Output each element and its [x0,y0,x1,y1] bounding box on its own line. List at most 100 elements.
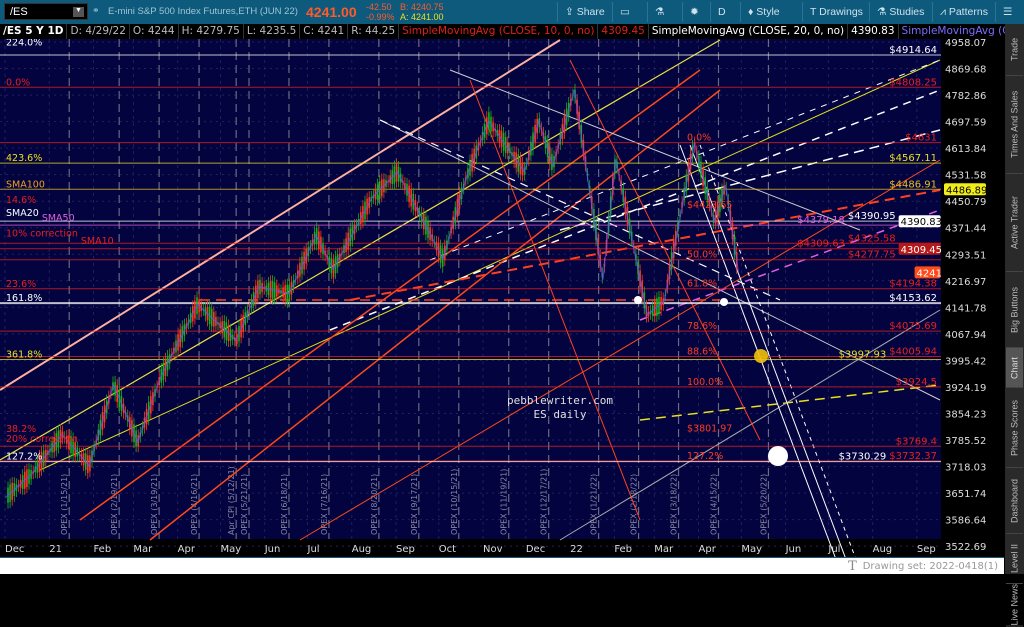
drawing-set[interactable]: Drawing set: 2022-0418(1) [862,560,998,572]
level-left-label-group: 361.8% [6,349,42,360]
bar-low: L: 4235.5 [244,24,301,39]
y-tick-label: 4613.84 [945,144,986,155]
menu-button[interactable]: ☰ [1003,6,1012,18]
watermark-annotation: pebblewriter.com [507,394,613,407]
gear-button[interactable]: ✹ [690,6,699,18]
study-name[interactable]: SimpleMovingAvg (CLOSE, 50, 0, no) [899,24,1005,39]
study-value: 4390.83 [848,24,899,39]
sidebar-tab-big-buttons[interactable]: Big Buttons [1006,272,1023,348]
level-label-group: $3769.4 [896,436,937,447]
pattern-icon: ⩘ [940,6,949,18]
toolbar-divider [557,2,558,22]
x-tick-label: May [220,544,241,555]
level-left-label: 23.6% [6,279,36,290]
fib-label: 100.0% [687,377,723,388]
x-tick-label: Mar [133,544,153,555]
toolbar-divider [682,2,683,22]
level-left-label-group: 161.8% [6,293,42,304]
study-name[interactable]: SimpleMovingAvg (CLOSE, 20, 0, no) [649,24,849,39]
sidebar-tab-trade[interactable]: Trade [1006,24,1023,76]
y-tick-label: 4371.44 [945,224,986,235]
y-tick-label: 4067.94 [945,330,986,341]
level-label-group: $4631 [905,133,937,144]
x-tick-label: Apr [178,544,196,555]
fib-label-group: 78.6% [687,321,717,332]
studies: SimpleMovingAvg (CLOSE, 10, 0, no) 4309.4… [399,24,1005,39]
y-tick-label: 4869.68 [945,65,986,76]
sidebar-tab-dashboard[interactable]: Dashboard [1006,468,1023,534]
x-tick-label: Apr [699,544,717,555]
flask-icon: ⚗ [655,6,665,18]
toolbar-divider [932,2,933,22]
sidebar-tab-times-and-sales[interactable]: Times And Sales [1006,76,1023,174]
level-label-group: $4486.91 [889,179,937,190]
sidebar-tab-active-trader[interactable]: Active Trader [1006,174,1023,272]
price-badge-label: 4486.89 [946,185,987,196]
x-tick-label: Dec [526,544,545,555]
trendline-drawing [299,159,941,541]
level-left-label: 10% correction [6,228,78,239]
level-left-label-group: 10% correction [6,228,78,239]
y-tick-label: 4958.07 [945,39,986,49]
d-button[interactable]: D [718,6,726,18]
fib-label: 127.2% [687,451,723,462]
trendline-drawing [429,59,941,261]
y-tick-label: 3924.19 [945,383,986,394]
opex-label: OPEX (4/15/22) [710,474,719,535]
opex-label: OPEX (12/17/21) [540,469,549,535]
fib-label-group: 61.8% [687,279,717,290]
x-tick-label: Sep [917,544,936,555]
study-name[interactable]: SimpleMovingAvg (CLOSE, 10, 0, no) [399,24,599,39]
link-icon[interactable]: ⚭ [92,5,100,15]
trendline-drawing [379,119,781,301]
fib-label: 61.8% [687,279,717,290]
level-label: $4194.38 [889,279,937,290]
studies-button[interactable]: ⚗ Studies [877,6,924,18]
price-badge-background [914,266,941,279]
trendline-drawing [329,89,941,331]
sidebar-tab-live-news[interactable]: Live News [1006,584,1023,627]
level-left-label: SMA50 [42,213,75,224]
fib-label-group: 88.6% [687,347,717,358]
level-label-group: $3997.93 [839,349,887,360]
sidebar-tab-level-ii[interactable]: Level II [1006,534,1023,584]
chevron-down-icon[interactable]: ▼ [73,7,84,17]
opex-label: OPEX (10/15/21) [450,469,459,535]
style-button[interactable]: ♦ Style [748,6,780,18]
last-price: 4241.00 [306,4,357,20]
bid-ask: B: 4240.75 A: 4241.00 [400,2,444,22]
text-T-icon[interactable]: T [848,558,857,574]
price-chart[interactable]: 4958.07 4869.68 4782.86 4697.59 4613.84 4531.… [0,39,1004,574]
level-label-group: $3732.37 [889,451,937,462]
level-label: $4631 [905,133,937,144]
level-left-label: SMA100 [6,179,45,190]
symbol-input[interactable]: /ES ▼ [4,3,88,20]
level-left-label-group: 14.6% [6,195,36,206]
sidebar-tab-phase-scores[interactable]: Phase Scores [1006,388,1023,468]
level-label-group: $4309.63 [797,239,845,250]
y-tick-label: 3718.03 [945,463,986,474]
target-marker [768,446,788,466]
trendline-drawing [79,69,701,521]
button-label: Patterns [948,6,988,18]
flask-button[interactable]: ⚗ [655,6,664,18]
level-label: $4379.18 [797,215,845,226]
bar-high: H: 4279.75 [179,24,244,39]
level-left-label: SMA10 [81,236,114,247]
level-label-group: $3924.5 [896,377,937,388]
level-label: $4390.95 [848,211,896,222]
bar-range: R: 44.25 [348,24,400,39]
share-button[interactable]: ⇪ Share [565,6,605,18]
level-label: $4005.94 [889,347,937,358]
y-tick-label: 3651.74 [945,489,986,500]
level-left-label-group: 20% correction [6,434,78,445]
sidebar-tab-chart[interactable]: Chart [1006,348,1023,388]
y-tick-label: 4531.58 [945,171,986,182]
alert-button[interactable]: ▭ [620,6,630,18]
level-left-label-group: 224.0% [6,39,42,48]
target-marker [754,349,768,363]
level-label: $3997.93 [839,349,887,360]
drawings-button[interactable]: T Drawings [810,6,863,18]
patterns-button[interactable]: ⩘ Patterns [940,6,988,19]
fib-label-group: $4423.65 [687,200,732,211]
